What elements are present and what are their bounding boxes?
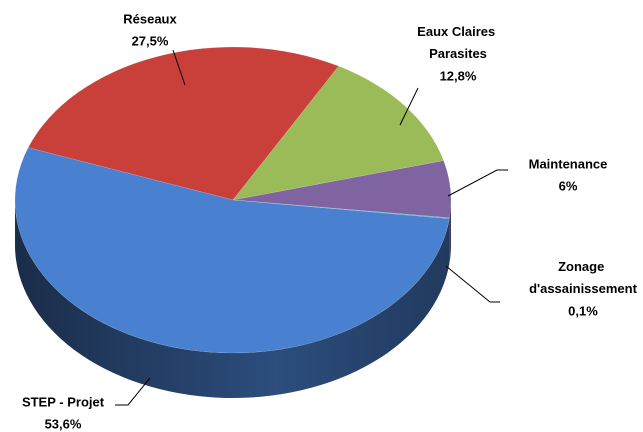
slice-value-label: 6% bbox=[559, 178, 578, 193]
leader-line bbox=[172, 49, 186, 86]
label-line: Eaux Claires bbox=[417, 24, 499, 39]
slice bbox=[14, 147, 450, 354]
leader-line bbox=[447, 169, 508, 197]
label-line: d'assainissement bbox=[529, 281, 638, 296]
slice-value-label: 53,6% bbox=[45, 416, 82, 431]
slice-label: Zonage d'assainissement bbox=[529, 259, 638, 296]
slice bbox=[232, 160, 452, 219]
slice-side bbox=[15, 200, 450, 398]
leader-line bbox=[115, 377, 151, 406]
label-line: Zonage bbox=[558, 259, 608, 274]
leader-line bbox=[399, 87, 419, 126]
slice-label: Eaux Claires Parasites bbox=[417, 24, 499, 61]
slice-side bbox=[449, 200, 451, 263]
slice-value-label: 0,1% bbox=[568, 303, 598, 318]
slice bbox=[232, 199, 450, 220]
slice-label: Réseaux bbox=[123, 11, 177, 26]
slice bbox=[232, 65, 444, 201]
leader-line bbox=[445, 265, 500, 303]
slice-value-label: 27,5% bbox=[132, 33, 169, 48]
slice-value-label: 12,8% bbox=[440, 68, 477, 83]
label-line: Parasites bbox=[429, 46, 487, 61]
slice bbox=[27, 46, 340, 201]
slice-label: Maintenance bbox=[529, 156, 608, 171]
slice-label: STEP - Projet bbox=[22, 394, 105, 409]
